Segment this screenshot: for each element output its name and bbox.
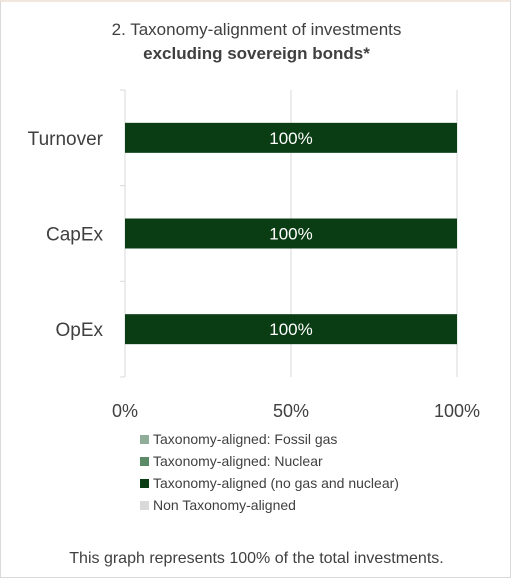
x-tick-label: 0% bbox=[112, 401, 138, 421]
legend-label: Taxonomy-aligned: Nuclear bbox=[153, 453, 323, 469]
data-label: 100% bbox=[269, 320, 312, 339]
legend-item: Taxonomy-aligned (no gas and nuclear) bbox=[140, 472, 399, 494]
legend-label: Taxonomy-aligned (no gas and nuclear) bbox=[153, 475, 399, 491]
chart-subtitle: excluding sovereign bonds* bbox=[143, 44, 370, 63]
legend-swatch bbox=[140, 456, 149, 466]
legend-item: Non Taxonomy-aligned bbox=[140, 494, 399, 516]
legend-label: Non Taxonomy-aligned bbox=[153, 497, 296, 513]
legend-swatch bbox=[140, 500, 149, 510]
bar-turnover bbox=[125, 122, 457, 153]
category-label: CapEx bbox=[46, 225, 104, 246]
x-tick-label: 50% bbox=[273, 401, 309, 421]
data-label: 100% bbox=[269, 225, 312, 244]
legend-swatch bbox=[140, 478, 149, 488]
legend-item: Taxonomy-aligned: Fossil gas bbox=[140, 428, 399, 450]
legend-swatch bbox=[140, 434, 149, 444]
bar-chart: 100% Turnover 100% CapEx 100% OpEx 0% 50% 100% bbox=[28, 89, 480, 421]
bar-opex bbox=[125, 314, 457, 345]
bar-capex bbox=[125, 218, 457, 249]
legend-item: Taxonomy-aligned: Nuclear bbox=[140, 450, 399, 472]
data-label: 100% bbox=[269, 129, 312, 148]
category-label: OpEx bbox=[55, 320, 103, 341]
legend-label: Taxonomy-aligned: Fossil gas bbox=[153, 431, 338, 447]
x-tick-label: 100% bbox=[434, 401, 480, 421]
chart-title-block: 2. Taxonomy-alignment of investments exc… bbox=[0, 18, 513, 66]
category-label: Turnover bbox=[28, 129, 104, 150]
chart-legend: Taxonomy-aligned: Fossil gas Taxonomy-ali… bbox=[140, 428, 399, 516]
chart-title: 2. Taxonomy-alignment of investments bbox=[111, 20, 402, 39]
chart-footnote: This graph represents 100% of the total … bbox=[69, 550, 444, 567]
